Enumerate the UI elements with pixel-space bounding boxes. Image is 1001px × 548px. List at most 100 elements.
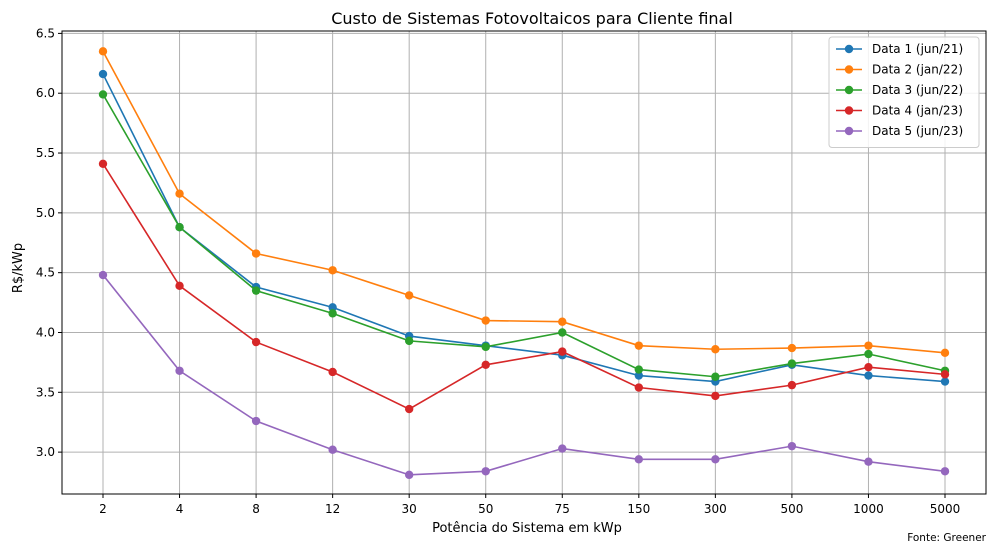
series-1 bbox=[98, 69, 950, 386]
data-point bbox=[251, 249, 261, 258]
legend-item: Data 1 (jun/21) bbox=[836, 42, 963, 56]
data-point bbox=[175, 223, 184, 232]
legend-item: Data 4 (jan/23) bbox=[836, 104, 963, 118]
y-tick-label: 4.0 bbox=[36, 325, 55, 339]
data-point bbox=[175, 281, 184, 291]
legend-label: Data 5 (jun/23) bbox=[872, 124, 963, 138]
data-point bbox=[328, 309, 337, 318]
legend-item: Data 5 (jun/23) bbox=[836, 124, 963, 138]
legend-swatch-marker bbox=[844, 106, 854, 115]
data-point bbox=[558, 347, 567, 356]
series-line bbox=[102, 94, 946, 378]
x-tick-label: 5000 bbox=[930, 502, 961, 516]
legend-label: Data 4 (jan/23) bbox=[872, 104, 963, 118]
data-point bbox=[404, 470, 414, 480]
legend: Data 1 (jun/21) Data 2 (jan/22) Data 3 (ju… bbox=[828, 36, 980, 148]
plot-frame bbox=[61, 30, 987, 495]
y-tick-label: 5.5 bbox=[36, 146, 55, 160]
data-point bbox=[940, 370, 950, 379]
series-line bbox=[102, 274, 946, 476]
y-tick-label: 6.5 bbox=[36, 26, 55, 40]
data-point bbox=[711, 391, 720, 401]
data-point bbox=[787, 380, 797, 390]
data-point bbox=[251, 286, 261, 295]
chart-title: Custo de Sistemas Fotovoltaicos para Cli… bbox=[331, 9, 733, 28]
series-5 bbox=[98, 270, 950, 480]
series-line bbox=[102, 73, 946, 383]
legend-swatch-marker bbox=[844, 65, 854, 74]
series-2 bbox=[98, 47, 950, 358]
data-point bbox=[328, 445, 337, 454]
legend-label: Data 2 (jan/22) bbox=[872, 63, 963, 77]
data-point bbox=[481, 360, 490, 369]
data-point bbox=[558, 317, 567, 326]
data-point bbox=[98, 69, 108, 79]
x-tick-label: 2 bbox=[99, 502, 107, 516]
data-point bbox=[711, 345, 720, 354]
data-point bbox=[864, 341, 873, 350]
x-tick-label: 150 bbox=[627, 502, 650, 516]
data-point bbox=[711, 455, 720, 464]
data-point bbox=[634, 341, 644, 350]
legend-item: Data 2 (jan/22) bbox=[836, 63, 963, 77]
data-point bbox=[864, 362, 873, 372]
y-axis-ticks: 3.0 3.5 4.0 4.5 5.0 5.5 6.0 6.5 bbox=[36, 26, 62, 459]
data-point bbox=[940, 377, 950, 386]
data-point bbox=[328, 303, 337, 312]
data-point bbox=[404, 291, 414, 300]
data-point bbox=[634, 371, 644, 380]
data-point bbox=[481, 467, 490, 476]
data-point bbox=[634, 383, 644, 392]
data-point bbox=[864, 457, 873, 466]
data-point bbox=[558, 444, 567, 453]
data-point bbox=[328, 266, 337, 275]
data-point bbox=[98, 47, 108, 56]
x-tick-label: 75 bbox=[555, 502, 570, 516]
data-point bbox=[481, 316, 490, 325]
data-point bbox=[481, 342, 490, 352]
data-point bbox=[864, 349, 873, 359]
data-point bbox=[864, 371, 873, 380]
y-tick-label: 5.0 bbox=[36, 206, 55, 220]
data-point bbox=[558, 328, 567, 337]
legend-swatch-marker bbox=[844, 44, 854, 54]
y-tick-label: 3.5 bbox=[36, 385, 55, 399]
data-point bbox=[940, 348, 950, 358]
x-tick-label: 4 bbox=[176, 502, 184, 516]
data-point bbox=[175, 189, 184, 198]
x-tick-label: 8 bbox=[252, 502, 260, 516]
x-tick-label: 300 bbox=[704, 502, 727, 516]
data-point bbox=[175, 366, 184, 375]
series-3 bbox=[98, 90, 950, 381]
data-point bbox=[328, 367, 337, 377]
series-line bbox=[102, 50, 946, 354]
data-point bbox=[787, 441, 797, 451]
legend-swatch-marker bbox=[844, 126, 854, 136]
y-tick-label: 6.0 bbox=[36, 86, 55, 100]
data-point bbox=[711, 372, 720, 381]
y-axis-label: R$/kWp bbox=[11, 243, 26, 293]
x-tick-label: 500 bbox=[780, 502, 803, 516]
data-point bbox=[404, 336, 414, 346]
data-point bbox=[787, 359, 797, 368]
data-point bbox=[251, 416, 261, 426]
y-tick-label: 3.0 bbox=[36, 445, 55, 459]
legend-box bbox=[828, 36, 980, 148]
x-tick-label: 50 bbox=[478, 502, 493, 516]
legend-item: Data 3 (jun/22) bbox=[836, 83, 963, 97]
source-note: Fonte: Greener bbox=[907, 532, 986, 544]
data-point bbox=[634, 365, 644, 374]
series-4 bbox=[98, 159, 950, 414]
data-point bbox=[98, 159, 108, 168]
legend-swatch-marker bbox=[844, 85, 854, 95]
x-tick-label: 12 bbox=[325, 502, 340, 516]
data-point bbox=[787, 343, 797, 353]
series-line bbox=[102, 163, 946, 410]
data-point bbox=[634, 455, 644, 464]
data-point bbox=[98, 270, 108, 280]
legend-label: Data 3 (jun/22) bbox=[872, 83, 963, 97]
data-point bbox=[251, 337, 261, 347]
data-point bbox=[940, 467, 950, 476]
x-tick-label: 30 bbox=[402, 502, 417, 516]
